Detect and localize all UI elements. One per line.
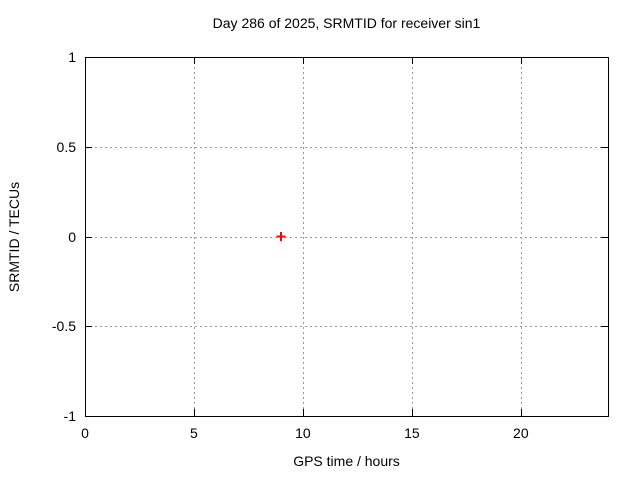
y-tick-label: -0.5 [51, 318, 76, 335]
chart-title: Day 286 of 2025, SRMTID for receiver sin… [212, 15, 481, 31]
y-tick-label: 0.5 [56, 138, 76, 155]
plot-border [85, 57, 609, 417]
y-tick-label: 1 [68, 49, 76, 65]
plot-area [85, 57, 609, 417]
x-tick-label: 5 [190, 425, 198, 441]
x-axis-label: GPS time / hours [293, 453, 400, 469]
x-tick-label: 15 [404, 425, 420, 441]
x-tick-label: 0 [81, 425, 89, 441]
y-tick-label: -1 [63, 408, 76, 424]
x-tick-label: 20 [513, 425, 529, 441]
y-tick-label: 0 [68, 228, 76, 245]
x-tick-label: 10 [295, 425, 311, 441]
